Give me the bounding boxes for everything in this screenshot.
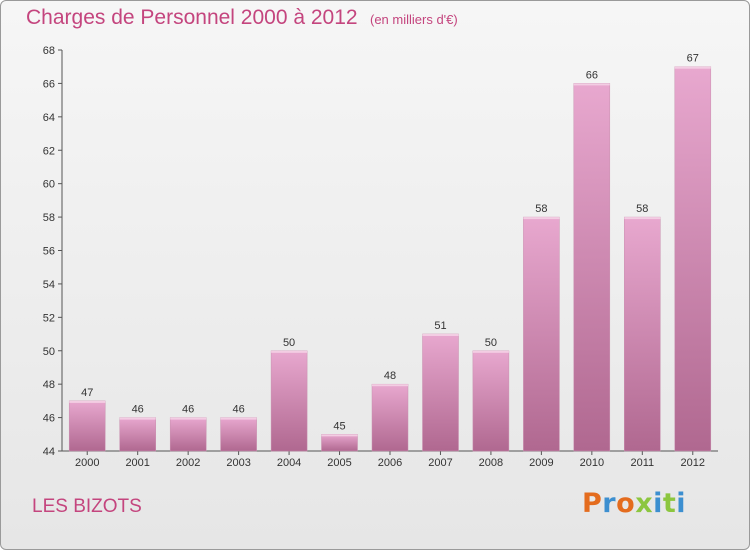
y-tick-label: 56 bbox=[43, 246, 55, 258]
bar-2004 bbox=[270, 350, 308, 452]
chart-subtitle: (en milliers d'€) bbox=[370, 12, 458, 27]
bar-highlight bbox=[220, 417, 257, 420]
logo-letter: o bbox=[616, 488, 636, 519]
value-label-2001: 46 bbox=[132, 404, 144, 416]
x-tick-label-2002: 2002 bbox=[176, 457, 200, 469]
y-tick-label: 66 bbox=[43, 78, 55, 90]
value-label-2005: 45 bbox=[333, 420, 345, 432]
y-tick-label: 46 bbox=[43, 413, 55, 425]
bar-2002 bbox=[169, 417, 207, 452]
x-tick-label-2011: 2011 bbox=[630, 457, 654, 469]
y-tick-label: 54 bbox=[43, 279, 55, 291]
value-label-2003: 46 bbox=[232, 404, 244, 416]
x-tick-label-2001: 2001 bbox=[125, 457, 149, 469]
y-tick-label: 44 bbox=[43, 446, 55, 458]
value-label-2009: 58 bbox=[535, 203, 547, 215]
bar-2011 bbox=[624, 216, 661, 452]
y-tick-label: 68 bbox=[43, 45, 55, 57]
bar-highlight bbox=[624, 217, 661, 220]
x-tick-label-2009: 2009 bbox=[529, 457, 553, 469]
bar-2005 bbox=[321, 434, 358, 452]
value-label-2004: 50 bbox=[283, 337, 295, 349]
y-tick-label: 64 bbox=[43, 112, 55, 124]
x-axis: 2000 2001 2002 2003 2004 2005 2006 2007 2008 2009… bbox=[62, 450, 718, 469]
bars bbox=[68, 66, 712, 452]
commune-name: LES BIZOTS bbox=[32, 496, 142, 517]
x-tick-label-2000: 2000 bbox=[75, 457, 99, 469]
x-tick-label-2012: 2012 bbox=[681, 457, 705, 469]
chart-title: Charges de Personnel 2000 à 2012 bbox=[26, 6, 358, 29]
bar-2006 bbox=[371, 383, 409, 452]
value-label-2011: 58 bbox=[636, 203, 648, 215]
bar-highlight bbox=[372, 384, 408, 387]
x-tick-label-2008: 2008 bbox=[479, 457, 503, 469]
value-label-2007: 51 bbox=[434, 320, 446, 332]
x-tick-label-2007: 2007 bbox=[428, 457, 452, 469]
bar-2008 bbox=[472, 350, 510, 452]
value-label-2002: 46 bbox=[182, 404, 194, 416]
y-tick-label: 62 bbox=[43, 145, 55, 157]
y-tick-label: 60 bbox=[43, 179, 55, 191]
bar-highlight bbox=[573, 83, 610, 86]
value-label-2000: 47 bbox=[81, 387, 93, 399]
x-tick-label-2006: 2006 bbox=[378, 457, 402, 469]
bar-2000 bbox=[68, 400, 106, 452]
value-label-2006: 48 bbox=[384, 370, 396, 382]
bar-highlight bbox=[422, 334, 459, 336]
logo-letter: i bbox=[653, 488, 663, 519]
y-tick-label: 50 bbox=[43, 346, 55, 358]
bar-2007 bbox=[422, 333, 459, 452]
bar-2009 bbox=[523, 216, 560, 452]
y-tick-label: 58 bbox=[43, 212, 55, 224]
bar-2012 bbox=[674, 66, 712, 452]
bar-highlight bbox=[271, 350, 308, 353]
x-tick-label-2004: 2004 bbox=[277, 457, 301, 469]
bar-highlight bbox=[472, 350, 509, 353]
bar-highlight bbox=[119, 417, 156, 420]
bar-2003 bbox=[220, 417, 257, 452]
logo-letter: i bbox=[676, 488, 687, 519]
value-labels: 47 46 46 46 50 45 48 51 50 58 66 58 67 bbox=[81, 53, 699, 433]
y-tick-label: 52 bbox=[43, 312, 55, 324]
x-tick-label-2010: 2010 bbox=[580, 457, 604, 469]
bar-2001 bbox=[119, 417, 156, 452]
bar-highlight bbox=[523, 217, 560, 220]
x-tick-label-2005: 2005 bbox=[327, 457, 351, 469]
bar-highlight bbox=[321, 434, 358, 437]
value-label-2008: 50 bbox=[485, 337, 497, 349]
bar-highlight bbox=[170, 417, 207, 420]
bar-highlight bbox=[674, 66, 711, 69]
bar-2010 bbox=[573, 83, 611, 452]
logo-letter: P bbox=[582, 488, 603, 519]
proxiti-logo[interactable]: Proxiti bbox=[582, 488, 686, 519]
bar-highlight bbox=[69, 400, 106, 403]
x-tick-label-2003: 2003 bbox=[226, 457, 250, 469]
value-label-2012: 67 bbox=[687, 53, 699, 65]
value-label-2010: 66 bbox=[586, 69, 598, 81]
logo-letter: t bbox=[662, 488, 677, 519]
logo-letter: x bbox=[635, 488, 654, 519]
y-axis: 44 46 48 50 52 54 56 58 60 62 64 66 68 bbox=[43, 45, 63, 458]
y-tick-label: 48 bbox=[43, 379, 55, 391]
logo-letter: r bbox=[602, 488, 617, 519]
